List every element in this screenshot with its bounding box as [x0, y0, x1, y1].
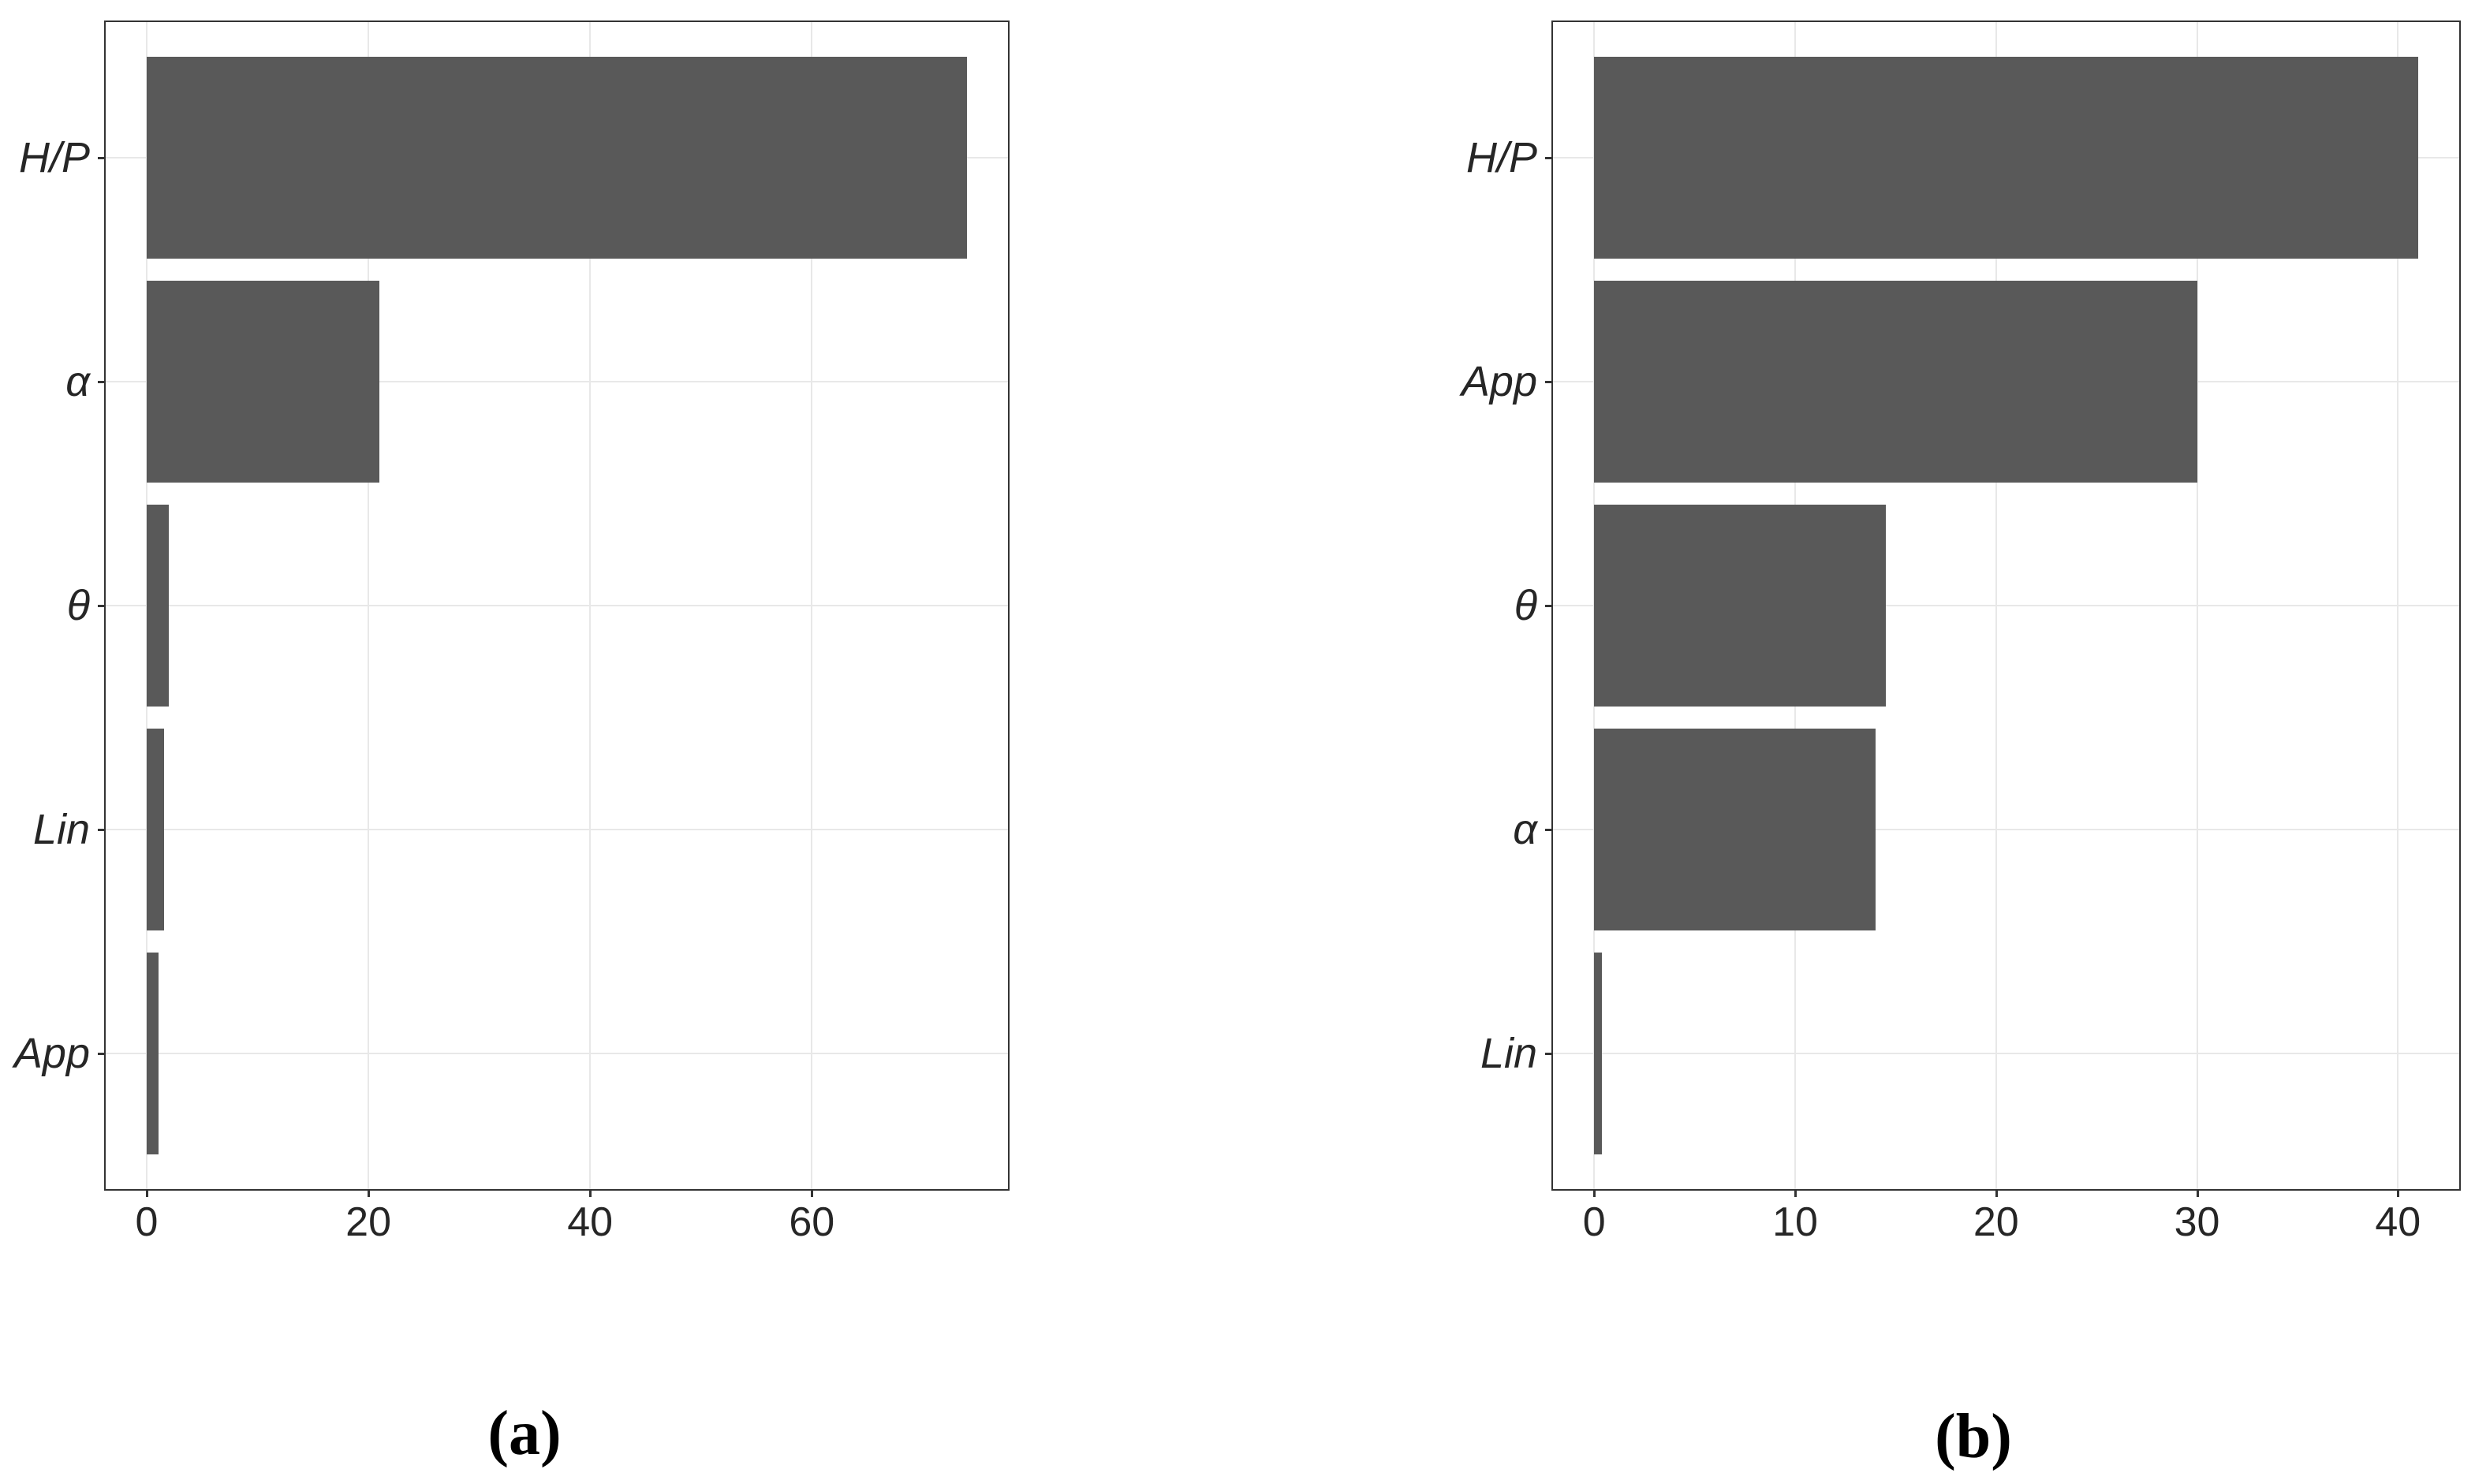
- y-tick-label: Lin: [1480, 1030, 1537, 1078]
- y-gridline: [106, 380, 1008, 382]
- y-tick-label: App: [13, 1030, 90, 1078]
- x-tick-label: 40: [2375, 1199, 2421, 1245]
- y-tick-label: α: [65, 357, 90, 405]
- y-tick-mark: [1545, 380, 1553, 383]
- bar: [147, 280, 380, 483]
- y-tick-mark: [98, 156, 106, 159]
- x-tick-label: 20: [345, 1199, 391, 1245]
- y-tick-mark: [1545, 829, 1553, 832]
- x-tick-label: 30: [2174, 1199, 2220, 1245]
- y-gridline: [106, 605, 1008, 606]
- x-tick-mark: [2397, 1189, 2400, 1197]
- bar: [147, 729, 165, 931]
- x-tick-mark: [1593, 1189, 1596, 1197]
- bar: [1594, 56, 2418, 259]
- y-gridline: [106, 829, 1008, 831]
- bar: [147, 56, 967, 259]
- y-tick-mark: [98, 380, 106, 383]
- x-tick-mark: [146, 1189, 148, 1197]
- y-tick-mark: [1545, 1053, 1553, 1056]
- x-tick-mark: [589, 1189, 592, 1197]
- bar: [1594, 729, 1876, 931]
- x-tick-label: 20: [1973, 1199, 2019, 1245]
- x-tick-label: 0: [135, 1199, 159, 1245]
- x-tick-label: 40: [567, 1199, 614, 1245]
- x-tick-mark: [368, 1189, 371, 1197]
- y-tick-mark: [1545, 156, 1553, 159]
- y-gridline: [1553, 1053, 2459, 1055]
- y-tick-label: α: [1513, 806, 1537, 854]
- y-tick-mark: [1545, 605, 1553, 607]
- y-tick-mark: [98, 829, 106, 832]
- x-tick-mark: [1794, 1189, 1797, 1197]
- y-tick-mark: [98, 605, 106, 607]
- x-tick-label: 60: [789, 1199, 835, 1245]
- y-tick-label: H/P: [1465, 133, 1537, 181]
- y-tick-label: Lin: [32, 806, 90, 854]
- bar: [1594, 505, 1886, 707]
- y-tick-label: θ: [66, 582, 90, 629]
- y-tick-label: H/P: [18, 133, 90, 181]
- y-tick-label: θ: [1514, 582, 1537, 629]
- bar: [1594, 280, 2197, 483]
- y-gridline: [1553, 605, 2459, 606]
- chart-a-panel: 0 20 40 60 H/P α θ Lin App: [14, 21, 1010, 1243]
- x-tick-mark: [1995, 1189, 1998, 1197]
- y-tick-label: App: [1461, 357, 1537, 405]
- bar: [1594, 953, 1603, 1155]
- x-tick-label: 0: [1582, 1199, 1606, 1245]
- bar: [147, 953, 159, 1155]
- x-tick-label: 10: [1772, 1199, 1818, 1245]
- bar: [147, 505, 170, 707]
- y-tick-mark: [98, 1053, 106, 1056]
- y-gridline: [1553, 829, 2459, 831]
- caption-b: (b): [1935, 1402, 2012, 1471]
- caption-a: (a): [487, 1399, 562, 1468]
- chart-b-panel: 0 10 20 30 40 H/P App θ α Lin: [1461, 21, 2461, 1243]
- y-gridline: [106, 1053, 1008, 1055]
- x-tick-mark: [2196, 1189, 2199, 1197]
- x-tick-mark: [811, 1189, 814, 1197]
